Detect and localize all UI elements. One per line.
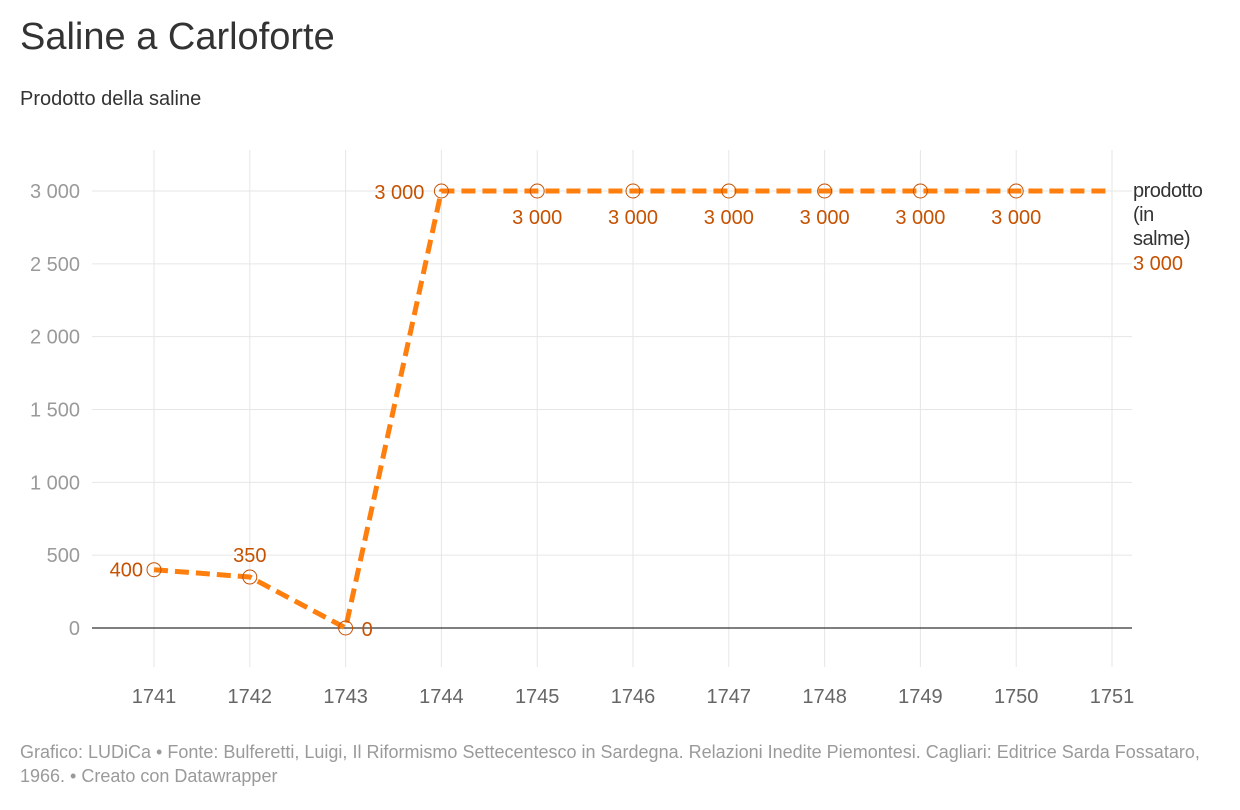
data-point-marker [1008, 183, 1024, 199]
data-point-marker [817, 183, 833, 199]
x-tick-label: 1744 [419, 686, 464, 708]
x-tick-label: 1746 [611, 686, 656, 708]
data-point-marker [912, 183, 928, 199]
data-point-marker [625, 183, 641, 199]
data-label: 3 000 [512, 207, 562, 229]
y-tick-label: 2 000 [30, 327, 80, 349]
data-label: 3 000 [374, 182, 424, 204]
x-tick-label: 1747 [707, 686, 752, 708]
data-label: 3 000 [608, 207, 658, 229]
y-tick-label: 1 000 [30, 472, 80, 494]
y-tick-label: 3 000 [30, 181, 80, 203]
data-point-marker [242, 569, 258, 585]
series-end-value: 3 000 [1133, 253, 1183, 275]
x-tick-label: 1750 [994, 686, 1039, 708]
series-end-label: (in [1133, 204, 1154, 226]
series-end-label: salme) [1133, 228, 1190, 250]
chart-subtitle: Prodotto della saline [20, 88, 202, 110]
x-tick-label: 1745 [515, 686, 560, 708]
y-tick-label: 1 500 [30, 400, 80, 422]
data-label: 3 000 [895, 207, 945, 229]
y-tick-label: 500 [47, 545, 80, 567]
data-label: 400 [110, 560, 143, 582]
data-point-marker [433, 183, 449, 199]
x-tick-label: 1749 [898, 686, 943, 708]
series-line-prodotto [153, 188, 1112, 631]
data-point-marker [721, 183, 737, 199]
data-label: 3 000 [800, 207, 850, 229]
data-label: 350 [233, 545, 266, 567]
x-tick-label: 1743 [323, 686, 368, 708]
data-label: 3 000 [704, 207, 754, 229]
data-label: 3 000 [991, 207, 1041, 229]
data-point-marker [529, 183, 545, 199]
x-tick-label: 1751 [1090, 686, 1135, 708]
y-tick-label: 2 500 [30, 254, 80, 276]
data-point-marker [146, 562, 162, 578]
x-tick-label: 1742 [228, 686, 273, 708]
chart-footer-credit: Grafico: LUDiCa • Fonte: Bulferetti, Lui… [20, 742, 1200, 786]
series-end-label: prodotto [1133, 180, 1203, 202]
chart-title: Saline a Carloforte [20, 16, 335, 58]
x-tick-label: 1741 [132, 686, 177, 708]
x-tick-label: 1748 [802, 686, 847, 708]
data-label: 0 [362, 619, 373, 641]
data-point-marker [338, 620, 354, 636]
y-tick-label: 0 [69, 618, 80, 640]
